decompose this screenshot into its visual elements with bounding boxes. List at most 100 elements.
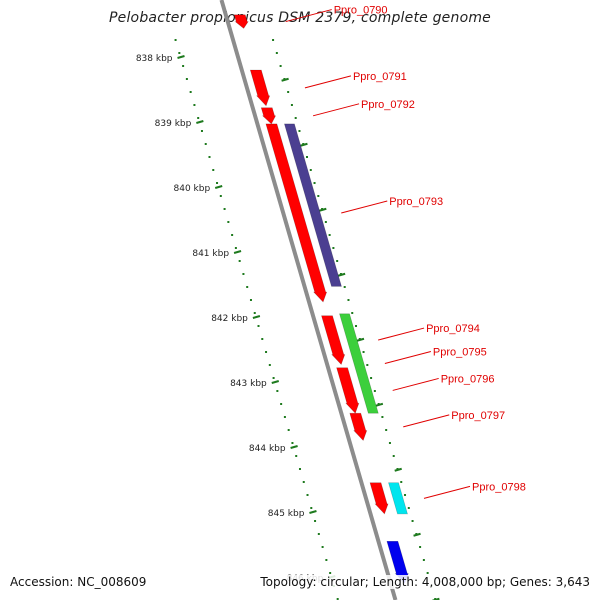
ruler-dot-right [419,546,422,548]
ruler-dot-right [404,494,407,496]
ruler-dot-left [298,468,301,470]
gene-ppro_0798[interactable] [388,482,408,515]
ruler-dot-right [324,221,327,223]
gene-ppro_0794[interactable] [321,315,346,366]
gene-label-leader [403,414,450,428]
ruler-dot-left [314,520,317,522]
ruler-dot-left [317,533,320,535]
gene-label-ppro_0791[interactable]: Ppro_0791 [353,71,407,83]
ruler-dot-left [219,195,222,197]
ruler-dot-right [422,559,425,561]
label-layer: Ppro_0790 Ppro_0791 Ppro_0792 Ppro_0793 Ppro… [285,5,526,499]
gene-ppro_0797[interactable] [349,412,368,442]
summary-text: Topology: circular; Length: 4,008,000 bp… [259,575,591,589]
ruler-tick-left [233,250,242,254]
ruler-tick-right [394,467,402,472]
ruler-tick-label: 843 kbp [230,379,267,389]
ruler-dot-left [295,455,298,457]
ruler-tick-label: 840 kbp [174,184,211,194]
gene-ppro_0793b[interactable] [284,123,342,287]
ruler-dot-left [204,143,207,145]
ruler-dot-left [306,494,309,496]
ruler-dot-left [310,507,313,509]
gene-label-ppro_0793[interactable]: Ppro_0793 [389,196,443,208]
ruler-dot-right [381,416,384,418]
ruler-dot-left [302,481,305,483]
gene-label-leader [377,327,425,341]
gene-label-leader [341,200,388,214]
ruler-dot-right [332,247,335,249]
ruler-dot-left [223,208,226,210]
ruler-tick-left [271,380,280,384]
ruler-dot-left [291,442,294,444]
gene-ppro_0793[interactable] [265,123,328,303]
ruler-dot-left [189,91,192,93]
gene-label-ppro_0796[interactable]: Ppro_0796 [441,373,495,385]
ruler-dot-left [265,351,268,353]
ruler-layer: 838 kbp 839 kbp 840 kbp 841 kbp 842 kbp 843 k… [136,39,440,600]
ruler-dot-right [272,39,275,41]
gene-label-ppro_0790[interactable]: Ppro_0790 [334,5,388,17]
ruler-dot-left [242,273,245,275]
ruler-dot-left [325,559,328,561]
ruler-dot-right [426,572,429,574]
ruler-dot-left [174,39,177,41]
ruler-dot-right [411,520,414,522]
gene-ppro_0791[interactable] [249,69,271,107]
ruler-tick-right [375,402,384,407]
ruler-dot-right [400,481,403,483]
gene-ppro_0790[interactable] [233,14,249,29]
ruler-dot-left [280,403,283,405]
ruler-dot-right [351,312,354,314]
ruler-dot-left [253,312,256,314]
ruler-tick-right [413,532,421,537]
ruler-tick-left [177,55,185,59]
ruler-dot-left [329,572,332,574]
ruler-dot-left [185,78,188,80]
ruler-dot-left [182,65,185,67]
gene-label-ppro_0795[interactable]: Ppro_0795 [433,346,487,358]
ruler-dot-left [200,130,203,132]
ruler-dot-left [208,156,211,158]
ruler-dot-right [313,182,316,184]
gene-label-leader [285,9,332,23]
ruler-dot-right [392,455,395,457]
ruler-tick-label: 844 kbp [249,444,286,454]
gene-layer [233,14,409,585]
ruler-dot-left [178,52,181,54]
gene-ppro_0798a[interactable] [369,482,389,515]
gene-label-leader [312,103,360,117]
ruler-dot-left [336,598,339,600]
ruler-dot-right [290,104,293,106]
ruler-dot-right [287,91,290,93]
gene-label-ppro_0792[interactable]: Ppro_0792 [361,99,415,111]
ruler-tick-right [300,142,308,147]
ruler-dot-right [373,390,376,392]
ruler-tick-left [309,510,317,514]
ruler-dot-right [309,169,312,171]
ruler-dot-left [231,234,234,236]
ruler-dot-right [343,286,346,288]
ruler-dot-left [216,182,219,184]
ruler-tick-label: 841 kbp [192,249,229,259]
gene-label-leader [392,377,439,391]
ruler-dot-left [261,338,264,340]
gene-ppro_0792[interactable] [260,107,277,125]
ruler-dot-right [336,260,339,262]
gene-label-ppro_0797[interactable]: Ppro_0797 [451,410,505,422]
ruler-dot-left [227,221,230,223]
ruler-dot-left [287,429,290,431]
accession-text: Accession: NC_008609 [9,575,148,589]
ruler-tick-left [290,445,298,449]
ruler-dot-right [388,442,391,444]
gene-label-leader [384,350,432,364]
gene-ppro_0795[interactable] [339,313,379,414]
ruler-tick-right [356,337,365,342]
ruler-dot-left [238,260,241,262]
gene-label-ppro_0798[interactable]: Ppro_0798 [472,481,526,493]
gene-label-ppro_0794[interactable]: Ppro_0794 [426,323,480,335]
ruler-dot-right [294,117,297,119]
gene-label-leader [304,75,352,89]
gene-ppro_0796[interactable] [336,367,360,414]
gene-label-leader [423,485,471,499]
